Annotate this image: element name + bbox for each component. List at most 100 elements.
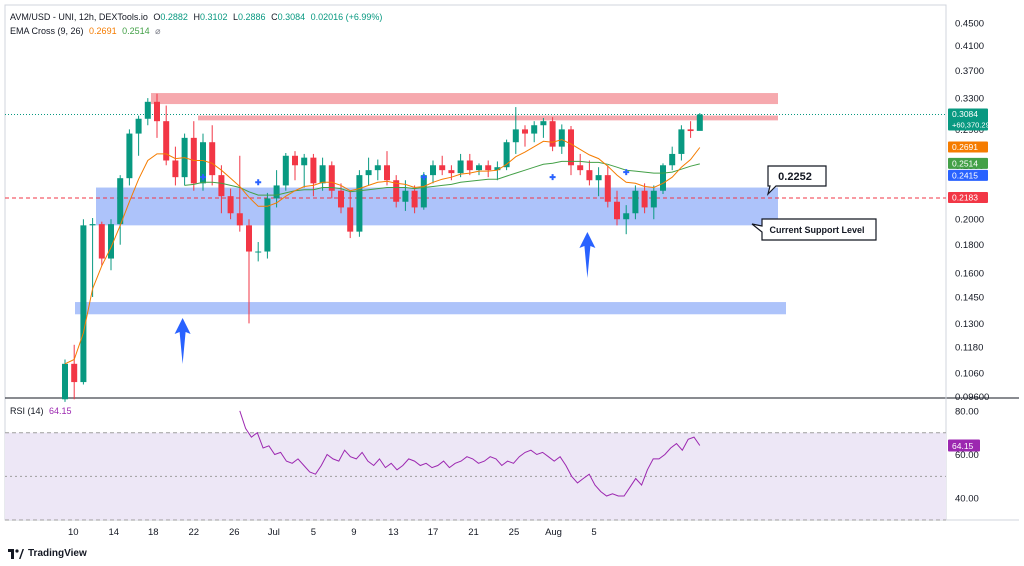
- high-value: H0.3102: [193, 12, 228, 22]
- candle-body: [687, 129, 694, 132]
- ema-cross-marker: [255, 179, 262, 186]
- candle-body: [144, 101, 151, 119]
- tradingview-brand[interactable]: TradingView: [8, 548, 87, 559]
- candle-body: [402, 190, 409, 202]
- ema-fast-line: [64, 139, 701, 365]
- candle-body: [604, 175, 611, 202]
- y-tick-label: 0.2000: [955, 215, 984, 226]
- candle-body: [172, 160, 179, 178]
- x-tick-label: 18: [148, 527, 159, 538]
- candle-body: [209, 142, 216, 176]
- candle-body: [126, 133, 133, 179]
- candle-body: [494, 167, 501, 171]
- candle-body: [503, 142, 510, 168]
- candle-body: [512, 129, 519, 143]
- candle-body: [328, 165, 335, 191]
- y-tick-label: 0.1450: [955, 293, 984, 304]
- price-label-subtext: +60,370.29%: [952, 120, 997, 129]
- ohlc-legend: AVM/USD - UNI, 12h, DEXTools.io O0.2882 …: [10, 12, 385, 22]
- price-label-text: 0.2415: [952, 170, 978, 180]
- price-label: [948, 141, 988, 153]
- x-tick-label: 13: [388, 527, 399, 538]
- x-tick-label: 26: [229, 527, 240, 538]
- candle-body: [586, 170, 593, 181]
- x-tick-label: 21: [468, 527, 479, 538]
- x-tick-label: 22: [189, 527, 200, 538]
- candle-body: [292, 155, 298, 166]
- rsi-label[interactable]: RSI (14): [10, 406, 44, 416]
- candle-body: [568, 129, 574, 166]
- y-tick-label: 0.1300: [955, 319, 984, 330]
- candle-body: [319, 165, 326, 184]
- ema-cross-marker: [200, 174, 206, 181]
- candle-body: [218, 175, 225, 197]
- candle-body: [98, 224, 105, 259]
- ema-cross-marker: [420, 174, 427, 181]
- ema-slow-value: 0.2514: [122, 26, 150, 36]
- y-tick-label: 0.09600: [955, 392, 989, 403]
- candle-body: [540, 121, 547, 126]
- candle-body: [236, 213, 243, 226]
- rsi-line: [239, 410, 701, 497]
- candle-body: [577, 165, 584, 171]
- candle-body: [282, 155, 289, 186]
- price-label-text: 0.2183: [952, 193, 978, 203]
- candle-body: [356, 175, 363, 232]
- price-label-text: 0.2514: [952, 158, 978, 168]
- visibility-icon[interactable]: ⌀: [155, 26, 161, 36]
- candle-body: [374, 165, 381, 171]
- support-zone: [96, 187, 778, 226]
- x-tick-label: 25: [509, 527, 520, 538]
- candle-body: [623, 213, 630, 220]
- candle-body: [89, 224, 96, 226]
- candle-body: [650, 190, 657, 208]
- candle-body: [641, 190, 648, 208]
- rsi-value: 64.15: [49, 406, 72, 416]
- candle-body: [338, 190, 344, 208]
- symbol-label[interactable]: AVM/USD - UNI, 12h, DEXTools.io: [10, 12, 148, 22]
- change-value: 0.02016 (+6.99%): [310, 12, 383, 22]
- candle-body: [439, 165, 446, 171]
- candle-body: [108, 224, 114, 259]
- ema-label[interactable]: EMA Cross (9, 26): [10, 26, 84, 36]
- rsi-price-label-text: 64.15: [952, 441, 974, 451]
- candle-body: [430, 165, 436, 176]
- ema-fast-value: 0.2691: [89, 26, 117, 36]
- x-tick-label: 5: [311, 527, 316, 538]
- candle-body: [411, 190, 418, 208]
- candle-body: [255, 251, 262, 253]
- up-arrow-icon: [579, 232, 596, 278]
- y-tick-label: 0.1600: [955, 269, 984, 280]
- support-zone: [75, 302, 786, 315]
- candle-body: [476, 165, 482, 171]
- candle-body: [264, 198, 271, 252]
- candle-body: [273, 185, 280, 199]
- ema-legend: EMA Cross (9, 26) 0.2691 0.2514 ⌀: [10, 26, 164, 37]
- open-value: O0.2882: [153, 12, 188, 22]
- price-label: [948, 169, 988, 181]
- price-label: [948, 108, 988, 131]
- candle-body: [549, 121, 556, 147]
- x-tick-label: 17: [428, 527, 439, 538]
- candle-body: [310, 157, 317, 184]
- y-tick-label: 0.1060: [955, 368, 984, 379]
- price-label: [948, 157, 988, 169]
- candle-body: [558, 129, 565, 147]
- candle-body: [696, 114, 703, 131]
- candle-body: [448, 170, 455, 174]
- candle-body: [660, 165, 666, 191]
- x-tick-label: 14: [108, 527, 119, 538]
- candle-body: [522, 129, 528, 134]
- low-value: L0.2886: [233, 12, 266, 22]
- rsi-legend: RSI (14) 64.15: [10, 406, 75, 416]
- candle-body: [669, 153, 676, 166]
- resistance-zone: [151, 93, 778, 105]
- x-tick-label: Aug: [545, 527, 562, 538]
- candle-body: [384, 165, 390, 181]
- price-label-text: 0.3084: [952, 109, 978, 119]
- candle-body: [163, 121, 170, 161]
- candle-body: [62, 363, 68, 400]
- rsi-tick-label: 80.00: [955, 406, 979, 417]
- ema-slow-line: [184, 160, 700, 196]
